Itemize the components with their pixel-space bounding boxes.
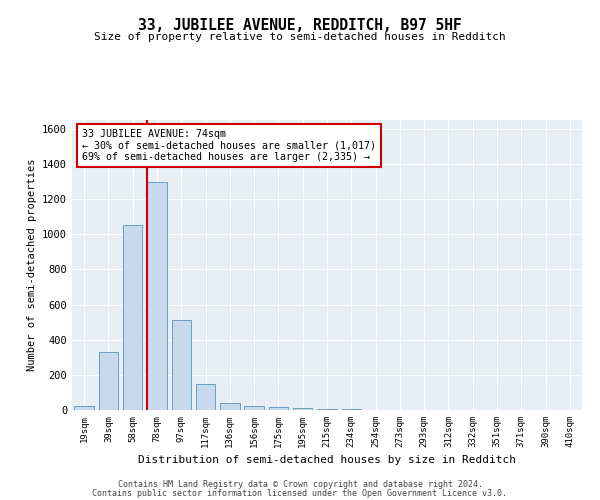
X-axis label: Distribution of semi-detached houses by size in Redditch: Distribution of semi-detached houses by … (138, 456, 516, 466)
Y-axis label: Number of semi-detached properties: Number of semi-detached properties (26, 159, 37, 371)
Text: Contains HM Land Registry data © Crown copyright and database right 2024.: Contains HM Land Registry data © Crown c… (118, 480, 482, 489)
Text: Size of property relative to semi-detached houses in Redditch: Size of property relative to semi-detach… (94, 32, 506, 42)
Bar (317, 409, 337, 410)
Bar (99, 352, 118, 410)
Bar (220, 403, 239, 410)
Text: 33 JUBILEE AVENUE: 74sqm
← 30% of semi-detached houses are smaller (1,017)
69% o: 33 JUBILEE AVENUE: 74sqm ← 30% of semi-d… (82, 128, 376, 162)
Bar (172, 320, 191, 410)
Text: 33, JUBILEE AVENUE, REDDITCH, B97 5HF: 33, JUBILEE AVENUE, REDDITCH, B97 5HF (138, 18, 462, 32)
Bar (123, 226, 142, 410)
Bar (147, 182, 167, 410)
Bar (196, 384, 215, 410)
Bar (74, 406, 94, 410)
Bar (269, 408, 288, 410)
Bar (244, 406, 264, 410)
Text: Contains public sector information licensed under the Open Government Licence v3: Contains public sector information licen… (92, 489, 508, 498)
Bar (293, 408, 313, 410)
